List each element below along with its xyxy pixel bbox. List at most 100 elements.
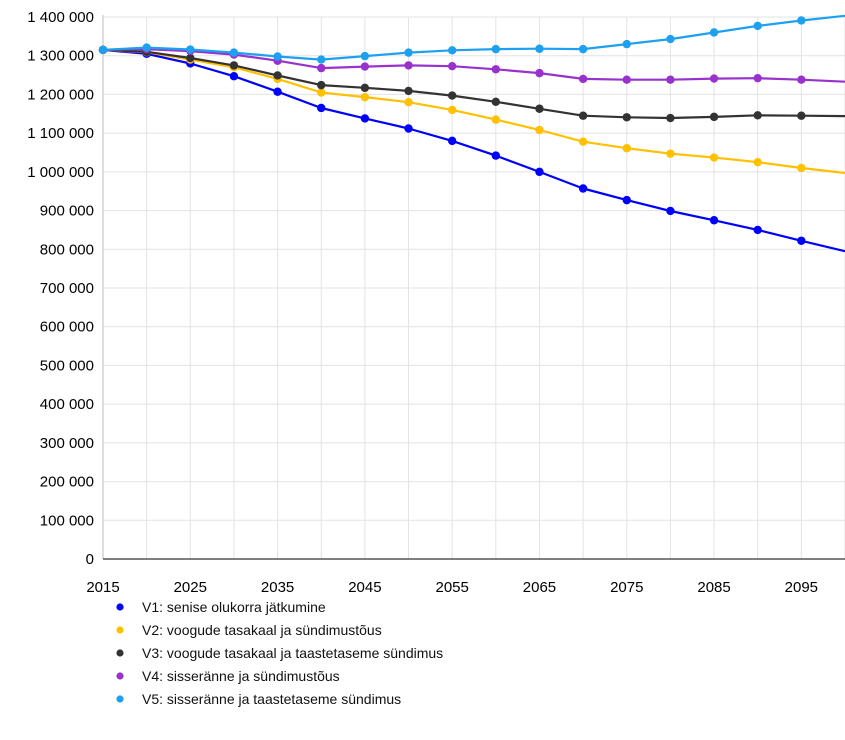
data-point [491,44,501,54]
x-tick-label: 2085 [697,579,730,596]
data-point [797,111,806,120]
data-point [447,136,457,146]
y-tick-label: 800 000 [40,241,94,258]
data-point [491,151,501,160]
data-point [622,144,631,153]
data-point [578,184,588,193]
data-point [578,137,588,146]
series-5 [98,14,845,64]
data-point [753,21,762,31]
legend-item: V2: voogude tasakaal ja sündimustõus [116,622,382,638]
series-2 [98,45,845,175]
axes [102,15,845,560]
data-point [753,157,762,167]
data-point [622,75,631,84]
x-tick-label: 2035 [261,579,294,596]
data-point [578,111,588,120]
data-point [360,92,370,102]
x-tick-label: 2095 [785,579,818,596]
data-point [360,51,370,61]
data-series [98,14,845,253]
legend-label: V4: sisseränne ja sündimustõus [142,668,340,684]
data-point [360,83,370,93]
data-point [709,112,719,122]
data-point [666,75,675,84]
legend-label: V2: voogude tasakaal ja sündimustõus [142,622,382,638]
data-point [535,167,544,177]
legend-item: V5: sisseränne ja taastetaseme sündimus [116,691,401,707]
y-tick-label: 300 000 [40,435,94,452]
data-point [491,115,501,124]
data-point [709,74,719,83]
y-tick-label: 200 000 [40,474,94,491]
y-tick-label: 700 000 [40,280,94,297]
legend-item: V1: senise olukorra jätkumine [116,599,326,615]
data-point [142,43,151,52]
legend-label: V5: sisseränne ja taastetaseme sündimus [142,691,401,707]
data-point [709,153,719,162]
data-point [404,97,413,107]
y-tick-label: 500 000 [40,357,94,374]
y-tick-label: 1 200 000 [27,86,94,103]
data-point [447,46,457,55]
y-tick-label: 600 000 [40,319,94,336]
data-point [622,39,631,49]
x-tick-label: 2065 [523,579,556,596]
data-point [229,48,239,57]
y-tick-label: 0 [86,551,94,568]
data-point [317,63,326,73]
data-point [229,61,239,70]
data-point [404,61,413,70]
series-1 [98,45,845,253]
y-axis-tick-labels: 0 100 000 200 000 300 000 400 000 500 000 600 … [27,9,94,568]
data-point [317,80,326,90]
x-tick-label: 2045 [348,579,381,596]
y-tick-label: 100 000 [40,512,94,529]
data-point [360,114,370,123]
series-line [102,48,845,175]
legend-marker [116,603,124,611]
y-tick-label: 1 300 000 [27,48,94,65]
data-point [666,149,675,158]
data-point [404,48,413,57]
legend-marker [116,649,124,657]
data-point [535,68,544,78]
series-line [102,48,845,253]
data-point [491,65,501,74]
legend-marker [116,672,124,680]
y-tick-label: 900 000 [40,203,94,220]
data-point [186,53,195,63]
data-point [797,16,806,25]
data-point [535,104,544,113]
x-tick-label: 2055 [435,579,468,596]
data-point [622,195,631,205]
grid-lines [103,16,845,559]
data-point [709,216,719,225]
legend-marker [116,626,124,634]
x-tick-label: 2075 [610,579,643,596]
data-point [98,45,108,55]
data-point [317,88,326,97]
data-point [535,125,544,135]
x-axis-tick-labels: 2015 2025 2035 2045 2055 2065 2075 2085 2095 [86,579,818,596]
data-point [578,44,588,54]
data-point [578,74,588,84]
data-point [447,105,457,115]
y-tick-label: 1 100 000 [27,125,94,142]
series-line [102,48,845,120]
legend-item: V3: voogude tasakaal ja taastetaseme sün… [116,645,443,661]
x-tick-label: 2025 [174,579,207,596]
series-3 [98,45,845,123]
data-point [229,72,239,81]
legend-label: V1: senise olukorra jätkumine [142,599,326,615]
data-point [273,71,282,80]
series-line [102,14,845,61]
data-point [317,55,326,64]
data-point [709,28,719,37]
data-point [535,44,544,53]
data-point [447,91,457,100]
data-point [797,236,806,245]
data-point [666,34,675,44]
data-point [404,86,413,96]
